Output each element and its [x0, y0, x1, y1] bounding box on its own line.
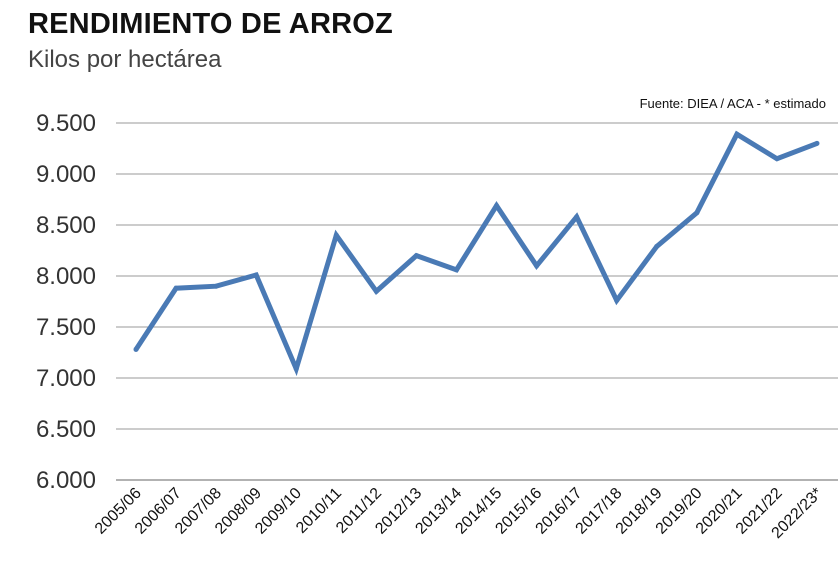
data-point-2012/13: [413, 253, 419, 259]
data-point-2014/15: [494, 203, 500, 209]
data-point-2007/08: [213, 283, 219, 289]
y-tick-label: 6.500: [36, 416, 96, 443]
x-axis-ticks: 2005/062006/072007/082008/092009/102010/…: [92, 485, 826, 542]
y-tick-label: 9.500: [36, 110, 96, 137]
data-point-2018/19: [654, 243, 660, 249]
data-point-2008/09: [253, 272, 259, 278]
data-point-2013/14: [453, 267, 459, 273]
data-point-2006/07: [173, 285, 179, 291]
data-point-2009/10: [293, 366, 299, 372]
y-axis-ticks: 6.000 6.500 7.000 7.500 8.000 8.500 9.000 9.500: [36, 110, 96, 494]
data-point-2022/23*: [814, 140, 820, 146]
data-point-2020/21: [734, 131, 740, 137]
grid-lines: [116, 122, 838, 481]
data-point-2010/11: [333, 232, 339, 238]
data-point-2017/18: [614, 297, 620, 303]
data-point-2021/22: [774, 156, 780, 162]
data-point-2005/06: [133, 346, 139, 352]
data-point-2016/17: [574, 214, 580, 220]
chart-title: RENDIMIENTO DE ARROZ: [28, 8, 393, 40]
source-note: Fuente: DIEA / ACA - * estimado: [639, 96, 826, 111]
data-point-2015/16: [534, 263, 540, 269]
series-layer: [133, 130, 820, 377]
y-tick-label: 6.000: [36, 467, 96, 494]
data-point-2011/12: [373, 288, 379, 294]
y-tick-label: 8.500: [36, 212, 96, 239]
chart-subtitle: Kilos por hectárea: [28, 46, 222, 73]
data-point-2019/20: [694, 210, 700, 216]
y-tick-label: 8.000: [36, 263, 96, 290]
y-tick-label: 9.000: [36, 161, 96, 188]
y-tick-label: 7.500: [36, 314, 96, 341]
series-line-0: [133, 130, 818, 377]
y-tick-label: 7.000: [36, 365, 96, 392]
